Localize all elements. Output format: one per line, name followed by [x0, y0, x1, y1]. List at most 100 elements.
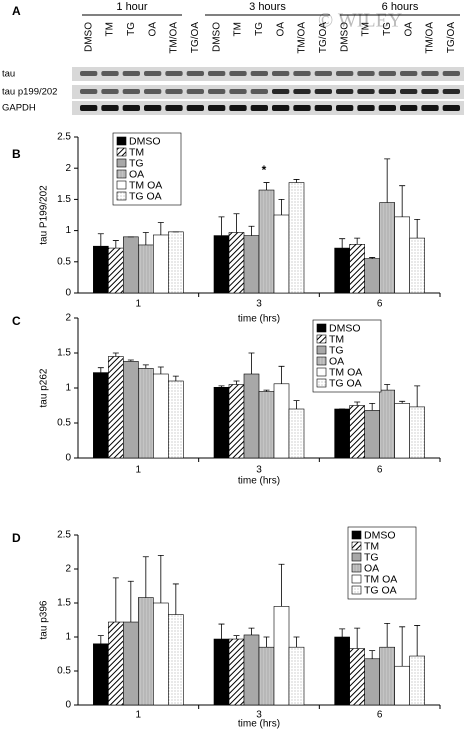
bar [108, 621, 124, 706]
blot-band [229, 89, 247, 94]
legend-label: OA [364, 562, 379, 574]
error-bar [339, 628, 346, 637]
legend-label: TM [129, 146, 144, 158]
bar [349, 244, 365, 294]
bar [213, 638, 230, 706]
error-bar [399, 400, 406, 404]
error-bar [112, 352, 119, 357]
bar [138, 597, 154, 706]
bar [123, 236, 139, 294]
blot-band [144, 105, 162, 111]
blot-band [186, 71, 204, 76]
blot-band [421, 89, 439, 94]
bar [364, 658, 380, 706]
y-tick-label: 0.5 [57, 666, 71, 677]
legend-label: TM OA [364, 573, 397, 585]
lane-label: TM [105, 22, 116, 36]
bar [258, 646, 275, 706]
blot-band [80, 105, 98, 111]
blot-band [122, 89, 140, 94]
bar [409, 655, 425, 706]
y-tick-label: 1.5 [57, 348, 71, 359]
blot-band [336, 71, 354, 76]
blot-band [421, 105, 439, 111]
error-bar [112, 577, 119, 623]
error-bar [399, 185, 406, 217]
error-bar [384, 623, 391, 648]
error-bar [233, 213, 240, 233]
bar [379, 202, 395, 294]
bar [288, 182, 305, 294]
legend-swatch [316, 334, 327, 344]
lane-label: DMSO [211, 22, 222, 52]
blot-band [442, 71, 460, 76]
blot-band [293, 105, 311, 111]
time-label: 6 hours [382, 1, 419, 13]
bar [168, 380, 184, 459]
blot-band [101, 71, 119, 76]
bar [288, 646, 305, 706]
legend-label: TM OA [329, 366, 362, 378]
legend-label: TG [129, 157, 144, 169]
lane-label: OA [147, 22, 158, 37]
error-bar [218, 216, 225, 236]
error-bar [172, 375, 179, 381]
legend-label: TG [329, 344, 344, 356]
bar [108, 247, 124, 294]
blot-band [400, 71, 418, 76]
blot-band [144, 71, 162, 76]
legend-swatch [116, 158, 127, 168]
legend-swatch [351, 574, 362, 584]
legend-swatch [116, 169, 127, 179]
error-bar [142, 232, 149, 245]
bar [379, 646, 395, 706]
legend-label: OA [129, 168, 144, 180]
bar [93, 245, 109, 294]
blot-band [80, 71, 98, 76]
bar [123, 361, 139, 459]
error-bar [354, 237, 361, 245]
blot-band [400, 89, 418, 94]
blot-band [186, 105, 204, 111]
error-bar [112, 240, 119, 249]
blot-band [208, 71, 226, 76]
blot-band [208, 89, 226, 94]
legend-swatch [316, 356, 327, 366]
annotation: * [262, 163, 267, 177]
x-tick-label: 1 [136, 465, 142, 476]
error-bar [248, 225, 255, 236]
error-bar [414, 218, 421, 239]
bar [334, 247, 350, 294]
bar [379, 389, 395, 459]
error-bar [172, 583, 179, 615]
legend-label: TM [364, 540, 379, 552]
error-bar [293, 636, 300, 648]
legend-label: TG OA [329, 377, 362, 389]
error-bar [248, 627, 255, 635]
lane-label: TG [254, 22, 265, 36]
bar [394, 403, 410, 459]
blot-band [336, 105, 354, 111]
y-tick-label: 0.5 [57, 256, 71, 267]
legend-label: OA [329, 355, 344, 367]
panel-label: C [12, 314, 21, 328]
blot-band [336, 89, 354, 94]
lane-label: TG [126, 22, 137, 36]
error-bar [278, 563, 285, 607]
bar [153, 234, 169, 294]
error-bar [293, 400, 300, 409]
bar [228, 232, 245, 294]
blot-band [250, 105, 268, 111]
row-label: tau p199/202 [2, 87, 57, 98]
error-bar [127, 580, 134, 623]
blot-band [250, 89, 268, 94]
bar [93, 372, 109, 459]
blot-band [357, 89, 375, 94]
error-bar [218, 623, 225, 640]
bar [273, 383, 290, 459]
lane-label: OA [275, 22, 286, 37]
legend-swatch [316, 367, 327, 377]
blot-band [314, 105, 332, 111]
bar [153, 602, 169, 706]
error-bar [339, 238, 346, 249]
